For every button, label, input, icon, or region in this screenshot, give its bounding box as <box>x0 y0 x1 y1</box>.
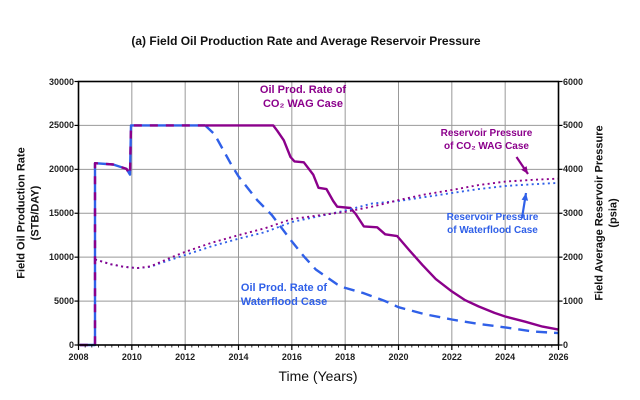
right-axis-title: Field Average Reservoir Pressure (psia) <box>593 125 622 300</box>
right-axis-title-line1: Field Average Reservoir Pressure <box>593 125 606 301</box>
axes-and-ticks <box>74 80 563 350</box>
series-line <box>79 124 206 347</box>
data-series-lines <box>79 124 559 347</box>
label-pressure-waterflood-line1: Reservoir Pressure <box>446 212 539 223</box>
x-tick-label: 2012 <box>175 352 196 362</box>
x-tick-label: 2020 <box>388 352 409 362</box>
right-tick-label: 5000 <box>563 120 584 131</box>
label-oil-rate-waterflood-line2: Waterflood Case <box>240 295 328 308</box>
series-line <box>79 124 206 347</box>
x-tick-label: 2016 <box>281 352 302 362</box>
x-tick-label: 2026 <box>548 352 569 362</box>
waterflood-pressure-arrow-head <box>521 193 529 201</box>
label-oil-rate-waterflood-line1: Oil Prod. Rate of <box>240 282 328 294</box>
left-tick-label: 20000 <box>48 164 74 175</box>
right-tick-label: 0 <box>563 340 569 350</box>
wag-pressure-arrow-head <box>521 166 528 174</box>
label-oil-rate-wag-case: Oil Prod. Rate of CO₂ WAG Case <box>227 84 379 112</box>
annotation-arrows <box>515 156 529 219</box>
left-tick-label: 5000 <box>53 296 74 307</box>
x-tick-label: 2022 <box>441 352 462 362</box>
right-tick-label: 6000 <box>563 76 584 87</box>
chart-title: (a) Field Oil Production Rate and Averag… <box>131 34 481 48</box>
label-pressure-waterflood-line2: of Waterflood Case <box>447 224 538 236</box>
x-tick-label: 2008 <box>68 352 89 362</box>
right-tick-label: 2000 <box>563 252 584 263</box>
x-tick-label: 2024 <box>495 352 516 362</box>
left-axis-title-line2: (STB/DAY) <box>30 185 42 241</box>
gridlines <box>78 81 559 345</box>
right-tick-label: 4000 <box>563 164 584 175</box>
left-tick-label: 10000 <box>48 252 74 263</box>
right-axis-title-line2: (psia) <box>608 198 620 228</box>
left-tick-label: 15000 <box>48 208 74 219</box>
left-tick-label: 30000 <box>48 76 74 87</box>
series-line <box>205 124 559 331</box>
x-tick-label: 2018 <box>335 352 356 362</box>
label-pressure-wag-case: Reservoir Pressure of CO₂ WAG Case <box>410 128 563 153</box>
x-tick-label: 2014 <box>228 352 249 362</box>
left-axis-title: Field Oil Production Rate (STB/DAY) <box>15 147 44 278</box>
label-pressure-wag-line2: of CO₂ WAG Case <box>443 140 529 152</box>
left-tick-label: 0 <box>68 340 74 350</box>
series-line <box>94 177 559 270</box>
left-tick-label: 25000 <box>48 120 74 131</box>
label-oil-rate-wag-line2: CO₂ WAG Case <box>262 97 344 110</box>
series-line <box>204 124 559 335</box>
x-tick-label: 2010 <box>121 352 142 362</box>
x-axis-title: Time (Years) <box>278 368 358 384</box>
right-tick-label: 3000 <box>563 208 584 219</box>
label-pressure-waterflood-case: Reservoir Pressure of Waterflood Case <box>416 212 569 237</box>
right-tick-label: 1000 <box>563 296 584 307</box>
label-pressure-wag-line1: Reservoir Pressure <box>440 128 533 139</box>
label-oil-rate-waterflood-case: Oil Prod. Rate of Waterflood Case <box>208 282 360 310</box>
label-oil-rate-wag-line1: Oil Prod. Rate of <box>259 84 347 96</box>
left-axis-title-line1: Field Oil Production Rate <box>15 147 28 279</box>
